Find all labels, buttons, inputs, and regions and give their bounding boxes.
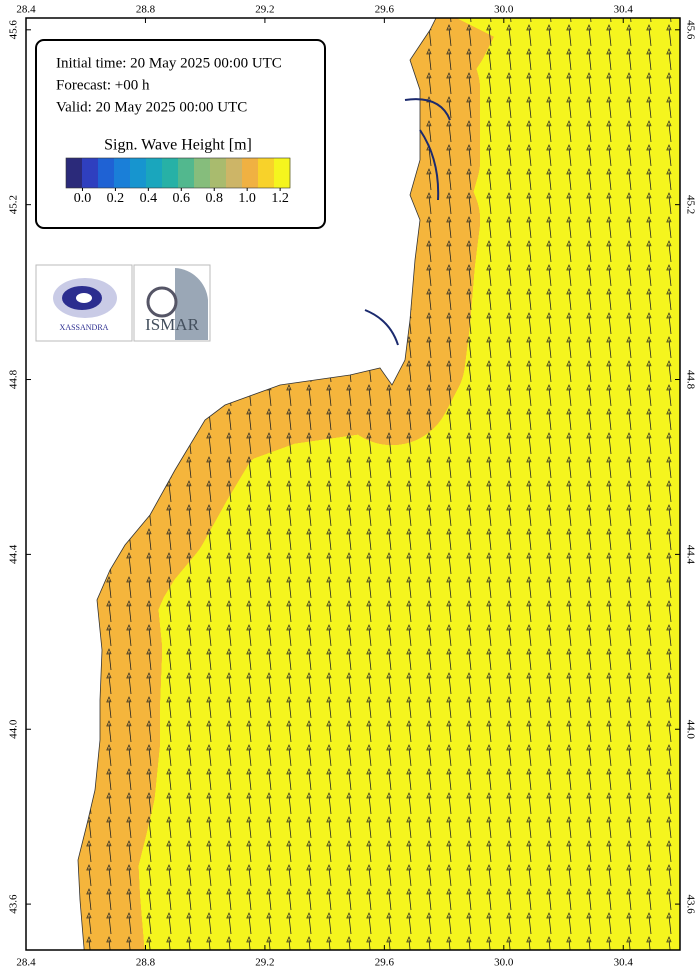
colorbar-swatch	[194, 158, 211, 188]
y-tick-label: 45.6	[8, 20, 20, 40]
logo-text: XASSANDRA	[60, 323, 109, 332]
x-tick-label: 30.0	[494, 957, 514, 969]
initial-time: Initial time: 20 May 2025 00:00 UTC	[56, 55, 282, 71]
forecast: Forecast: +00 h	[56, 77, 150, 93]
colorbar-swatch	[178, 158, 195, 188]
colorbar-tick-label: 0.4	[140, 191, 158, 206]
y-tick-label: 44.8	[684, 370, 696, 390]
x-tick-label: 30.0	[494, 4, 514, 16]
x-tick-label: 30.4	[614, 4, 634, 16]
axis-ticks: 28.4 28.4 28.8 28.8 29.2 29.2 29.6 29.6 30.0 30.0…	[8, 4, 697, 969]
map-frame	[25, 17, 681, 951]
colorbar-tick-label: 0.0	[74, 191, 92, 206]
x-tick-label: 28.8	[136, 4, 156, 16]
y-tick-label: 44.4	[8, 544, 20, 564]
colorbar-swatch	[98, 158, 115, 188]
y-tick-label: 43.6	[684, 894, 696, 914]
y-tick-label: 44.0	[8, 719, 20, 739]
colorbar-tick-label: 0.8	[205, 191, 223, 206]
rivers	[364, 98, 451, 346]
x-tick-label: 29.6	[375, 4, 395, 16]
y-tick-label: 45.2	[684, 195, 696, 214]
logo-swirl	[76, 293, 92, 303]
y-tick-label: 44.0	[684, 720, 696, 740]
y-tick-label: 45.6	[684, 20, 696, 40]
colorbar-swatch	[114, 158, 131, 188]
colorbar-swatch	[130, 158, 147, 188]
logo-text: ISMAR	[145, 315, 200, 334]
colorbar-swatch	[226, 158, 243, 188]
y-tick-label: 44.4	[684, 545, 696, 565]
coastline	[77, 18, 437, 950]
colorbar-title: Sign. Wave Height [m]	[104, 137, 252, 154]
y-tick-label: 44.8	[8, 369, 20, 389]
colorbar: 0.0 0.2 0.4 0.6 0.8 1.0 1.2	[65, 157, 291, 206]
colorbar-tick-label: 1.0	[238, 191, 256, 206]
colorbar-swatch	[66, 158, 83, 188]
colorbar-swatch	[210, 158, 227, 188]
colorbar-swatch	[146, 158, 163, 188]
x-tick-label: 28.4	[16, 957, 36, 969]
logos: XASSANDRA ISMAR	[35, 264, 211, 342]
colorbar-swatch	[274, 158, 291, 188]
x-tick-label: 29.2	[255, 4, 274, 16]
x-tick-label: 28.4	[16, 4, 36, 16]
x-tick-label: 28.8	[136, 957, 156, 969]
land	[26, 18, 436, 950]
colorbar-swatch	[162, 158, 179, 188]
colorbar-swatch	[82, 158, 99, 188]
colorbar-tick-label: 0.6	[173, 191, 191, 206]
logo-shape	[146, 286, 178, 318]
x-tick-label: 29.6	[375, 957, 395, 969]
colorbar-tick-label: 1.2	[271, 191, 289, 206]
valid-time: Valid: 20 May 2025 00:00 UTC	[56, 99, 247, 115]
x-tick-label: 30.4	[614, 957, 634, 969]
y-tick-label: 43.6	[8, 894, 20, 914]
colorbar-swatch	[258, 158, 275, 188]
colorbar-swatch	[242, 158, 259, 188]
colorbar-tick-label: 0.2	[107, 191, 125, 206]
x-tick-label: 29.2	[255, 957, 274, 969]
logo-shape	[175, 268, 208, 340]
colorbar-frame	[65, 157, 291, 189]
y-tick-label: 45.2	[8, 195, 20, 214]
